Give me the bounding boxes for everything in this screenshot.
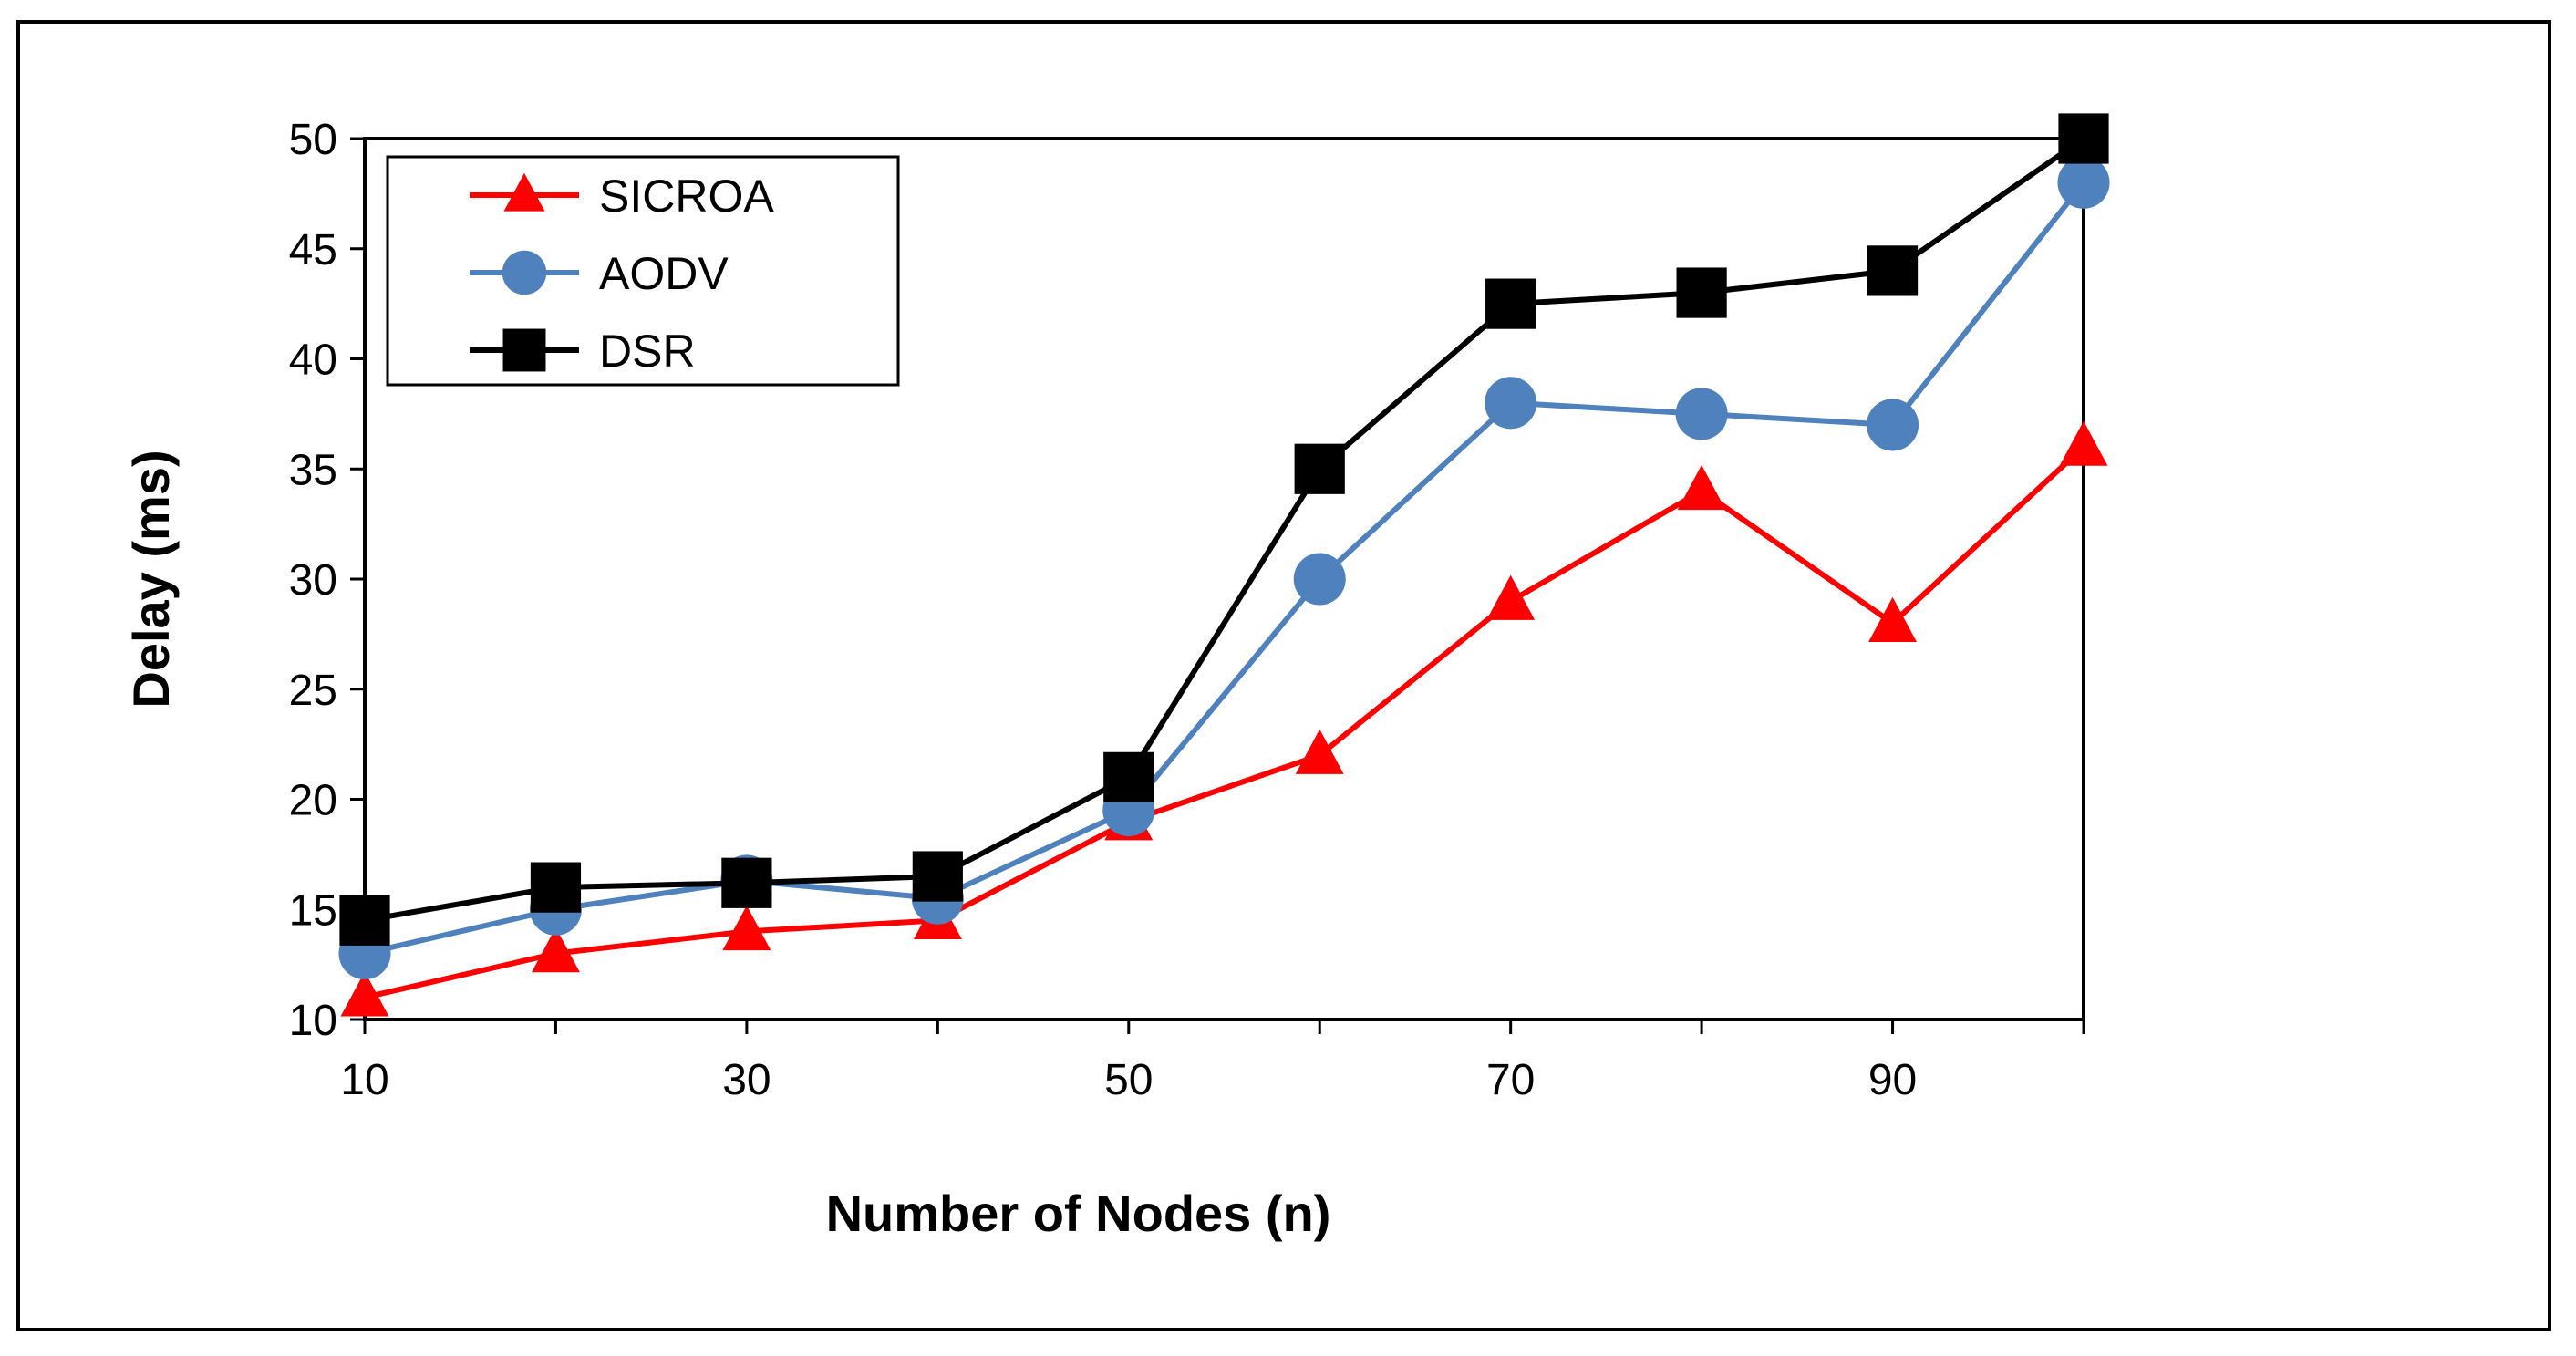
sicroa-point bbox=[722, 905, 771, 951]
sicroa-line bbox=[364, 444, 2086, 1000]
aodv-point bbox=[1293, 553, 1346, 606]
dsr-point bbox=[1676, 267, 1727, 318]
legend-label: AODV bbox=[599, 248, 729, 299]
x-tick-label: 50 bbox=[1104, 1056, 1153, 1104]
legend-marker bbox=[502, 250, 547, 295]
y-axis: 10 15 20 25 30 35 40 45 50 bbox=[289, 116, 365, 1045]
legend-marker bbox=[503, 172, 545, 212]
y-tick-label: 40 bbox=[289, 336, 337, 385]
dsr-point bbox=[721, 857, 772, 908]
y-axis-title: Delay (ms) bbox=[122, 450, 180, 708]
y-tick-label: 15 bbox=[289, 886, 337, 935]
dsr-line bbox=[364, 136, 2085, 924]
sicroa-point bbox=[531, 927, 580, 973]
sicroa-point bbox=[1295, 729, 1344, 774]
legend: SICROA AODV DSR bbox=[386, 155, 900, 387]
y-tick-label: 50 bbox=[289, 116, 337, 164]
legend-marker bbox=[502, 328, 546, 372]
x-axis: 10 30 50 70 90 bbox=[340, 1020, 2085, 1104]
legend-label: SICROA bbox=[599, 171, 774, 222]
legend-item-aodv: AODV bbox=[470, 248, 729, 299]
sicroa-point bbox=[2059, 420, 2108, 466]
aodv-point bbox=[1675, 388, 1728, 440]
aodv-point bbox=[2057, 156, 2110, 209]
aodv-line bbox=[364, 181, 2086, 957]
y-tick-label: 10 bbox=[289, 997, 337, 1045]
y-tick-label: 45 bbox=[289, 226, 337, 274]
legend-item-sicroa: SICROA bbox=[470, 171, 774, 222]
sicroa-point bbox=[1677, 464, 1726, 511]
x-tick-label: 30 bbox=[722, 1056, 771, 1104]
dsr-point bbox=[912, 851, 963, 902]
dsr-point bbox=[530, 862, 582, 913]
sicroa-point bbox=[1868, 596, 1918, 642]
y-tick-label: 20 bbox=[289, 777, 337, 825]
x-tick-label: 10 bbox=[340, 1056, 388, 1104]
y-tick-label: 30 bbox=[289, 556, 337, 605]
dsr-point bbox=[1103, 751, 1154, 802]
dsr-point bbox=[339, 895, 390, 946]
sicroa-point bbox=[1486, 574, 1536, 620]
dsr-point bbox=[1867, 245, 1919, 296]
dsr-point bbox=[1485, 278, 1536, 329]
aodv-point bbox=[1485, 377, 1537, 430]
x-axis-title: Number of Nodes (n) bbox=[826, 1185, 1331, 1242]
y-tick-label: 35 bbox=[289, 446, 337, 494]
series-layer bbox=[338, 113, 2110, 1017]
dsr-point bbox=[2058, 113, 2109, 164]
legend-label: DSR bbox=[599, 326, 696, 377]
dsr-point bbox=[1294, 443, 1345, 494]
legend-item-dsr: DSR bbox=[470, 326, 696, 377]
y-tick-label: 25 bbox=[289, 667, 337, 715]
x-tick-label: 90 bbox=[1868, 1056, 1917, 1104]
sicroa-point bbox=[340, 971, 389, 1017]
aodv-point bbox=[1867, 399, 1919, 451]
x-tick-label: 70 bbox=[1486, 1056, 1535, 1104]
series-dsr bbox=[339, 113, 2109, 946]
